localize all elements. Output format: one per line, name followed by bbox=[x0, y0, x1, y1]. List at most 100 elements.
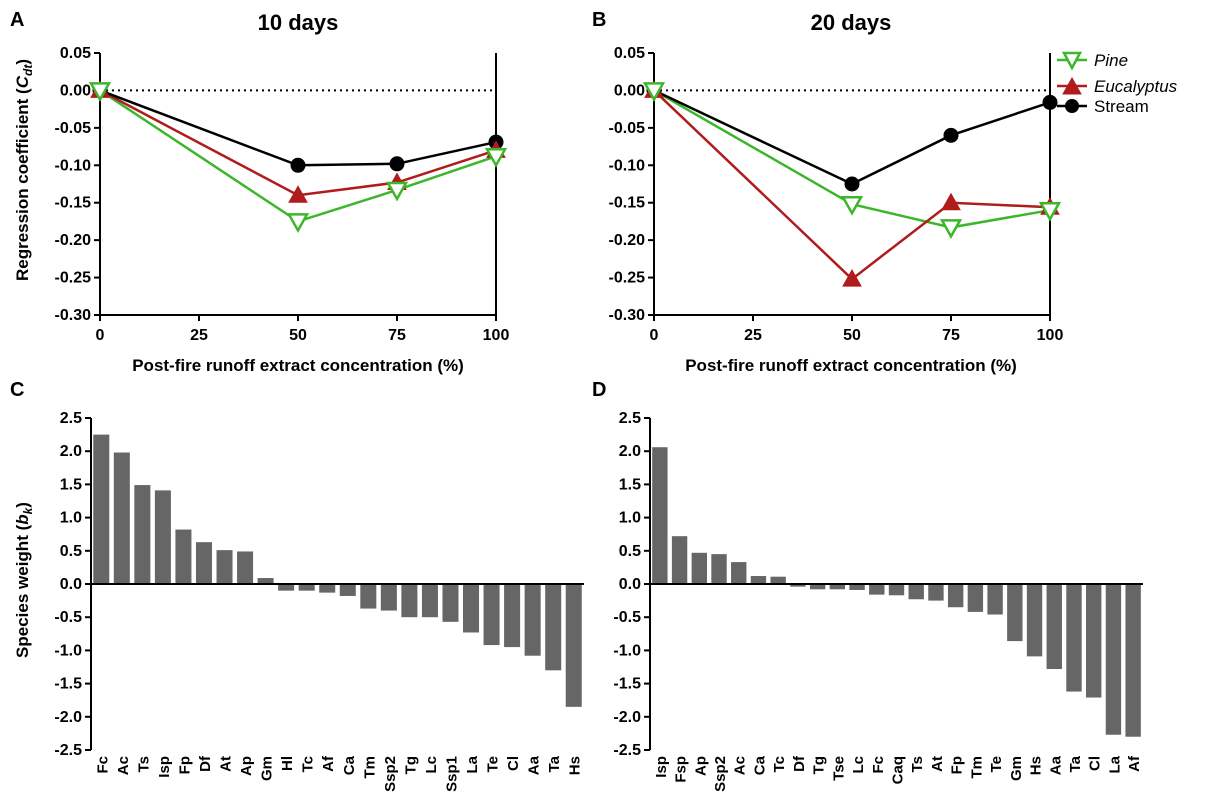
x-tick-label: 25 bbox=[744, 327, 762, 344]
bar-ts bbox=[908, 584, 924, 600]
bar-tm bbox=[360, 584, 377, 609]
y-tick-label: -1.0 bbox=[54, 642, 82, 659]
x-category-label: Isp bbox=[653, 756, 670, 778]
y-tick-label: 0.05 bbox=[60, 45, 91, 62]
bar-aa bbox=[1046, 584, 1062, 669]
y-tick-label: -0.5 bbox=[54, 609, 82, 626]
panel-b-letter: B bbox=[592, 9, 606, 31]
y-title-symbol: b bbox=[13, 514, 32, 524]
data-point-stream bbox=[290, 157, 306, 173]
data-point-pine bbox=[88, 82, 112, 102]
bar-tg bbox=[809, 584, 826, 590]
bar-ap bbox=[237, 551, 254, 584]
x-category-label: Gm bbox=[259, 756, 276, 781]
y-tick-label: -1.5 bbox=[613, 676, 641, 693]
y-tick-label: -2.0 bbox=[613, 709, 641, 726]
x-tick-label: 25 bbox=[190, 327, 208, 344]
x-category-label: Hl bbox=[279, 756, 296, 771]
panel-c-y-axis-title: Species weight (bk) bbox=[13, 502, 35, 658]
x-category-label: Fsp bbox=[673, 756, 690, 783]
legend-marker-eucalyptus bbox=[1062, 76, 1082, 95]
bar-fc bbox=[869, 584, 885, 595]
x-category-label: Hs bbox=[1028, 756, 1045, 775]
panel-b-title: 20 days bbox=[811, 10, 892, 35]
x-category-label: Cl bbox=[505, 756, 522, 771]
bar-gm bbox=[1007, 584, 1023, 642]
x-tick-label: 0 bbox=[96, 327, 105, 344]
y-tick-label: 0.05 bbox=[614, 45, 645, 62]
x-category-label: Tg bbox=[811, 756, 828, 774]
bar-ts bbox=[134, 485, 151, 584]
legend-label-pine: Pine bbox=[1094, 51, 1128, 70]
x-category-label: Af bbox=[320, 755, 337, 772]
bar-af bbox=[319, 584, 336, 593]
bar-fc bbox=[93, 434, 110, 584]
y-tick-label: -2.5 bbox=[54, 742, 82, 759]
x-category-label: Tg bbox=[402, 756, 419, 774]
legend-item-stream: Stream bbox=[1057, 97, 1149, 116]
data-point-pine bbox=[939, 219, 963, 239]
panel-b-plot-area: 0.05 0.00 -0.05 -0.10 -0.15 -0.20 -0.25 -0.300 2… bbox=[609, 45, 1064, 344]
x-category-label: La bbox=[464, 755, 481, 773]
bar-fsp bbox=[671, 536, 688, 584]
panel-a-y-axis-title: Regression coefficient (Cdt) bbox=[13, 59, 35, 281]
bar-tse bbox=[829, 584, 846, 590]
panel-d-letter: D bbox=[592, 379, 606, 401]
bar-tm bbox=[967, 584, 984, 612]
bar-ssp1 bbox=[442, 584, 459, 622]
y-tick-label: 2.5 bbox=[619, 410, 641, 427]
y-title-suffix: ) bbox=[13, 59, 32, 65]
bar-la bbox=[1105, 584, 1122, 735]
y-tick-label: 2.5 bbox=[60, 410, 82, 427]
bar-te bbox=[483, 584, 500, 646]
x-tick-label: 0 bbox=[650, 327, 659, 344]
panel-c: C Fc Ac Ts Isp Fp Df At Ap Gm Hl Tc Af Ca Tm Ssp2 Tg Lc S… bbox=[10, 379, 584, 792]
bar-isp bbox=[652, 447, 668, 584]
x-category-label: Ap bbox=[692, 756, 709, 776]
x-category-label: Fc bbox=[870, 756, 887, 774]
legend-item-pine: Pine bbox=[1057, 51, 1128, 71]
y-title-prefix: Species weight ( bbox=[13, 524, 32, 658]
bar-ta bbox=[545, 584, 562, 671]
bar-isp bbox=[154, 490, 171, 584]
y-tick-label: -2.5 bbox=[613, 742, 641, 759]
y-tick-label: -0.30 bbox=[55, 307, 92, 324]
bar-at bbox=[928, 584, 944, 601]
bar-ap bbox=[691, 552, 707, 584]
bar-tg bbox=[401, 584, 418, 618]
x-category-label: Df bbox=[197, 755, 214, 772]
series-line-pine bbox=[99, 89, 497, 223]
bar-ssp2 bbox=[711, 554, 727, 584]
data-point-stream bbox=[389, 156, 405, 172]
y-tick-label: 0.5 bbox=[60, 543, 82, 560]
bar-cl bbox=[504, 584, 521, 648]
panel-a-x-axis-title: Post-fire runoff extract concentration (… bbox=[132, 356, 464, 375]
y-tick-label: 0.00 bbox=[60, 82, 91, 99]
series-line-eucalyptus bbox=[653, 89, 1051, 281]
x-category-label: Aa bbox=[1047, 755, 1064, 775]
data-point-eucalyptus bbox=[941, 192, 961, 211]
x-category-label: Ca bbox=[751, 755, 768, 775]
x-category-label: Tc bbox=[300, 756, 317, 772]
bar-lc bbox=[421, 584, 438, 618]
y-tick-label: 0.00 bbox=[614, 82, 645, 99]
x-category-label: Fp bbox=[949, 756, 966, 774]
y-title-suffix: ) bbox=[13, 502, 32, 508]
x-tick-label: 100 bbox=[1037, 327, 1064, 344]
y-title-subscript: dt bbox=[21, 64, 35, 76]
bar-gm bbox=[257, 578, 274, 584]
x-category-label: Tm bbox=[968, 756, 985, 779]
x-category-label: Af bbox=[1126, 755, 1143, 772]
data-point-stream bbox=[1042, 94, 1058, 110]
x-category-label: Isp bbox=[156, 756, 173, 778]
bar-ac bbox=[113, 452, 130, 584]
x-category-label: Te bbox=[485, 756, 502, 772]
legend-label-stream: Stream bbox=[1094, 97, 1149, 116]
y-tick-label: 0.0 bbox=[60, 576, 82, 593]
panel-a-plot-area: 0.05 0.00 -0.05 -0.10 -0.15 -0.20 -0.25 -0.300 2… bbox=[55, 45, 510, 344]
data-point-pine bbox=[385, 181, 409, 202]
x-category-label: Te bbox=[988, 756, 1005, 772]
bar-af bbox=[1125, 584, 1141, 737]
bar-hs bbox=[565, 584, 582, 707]
